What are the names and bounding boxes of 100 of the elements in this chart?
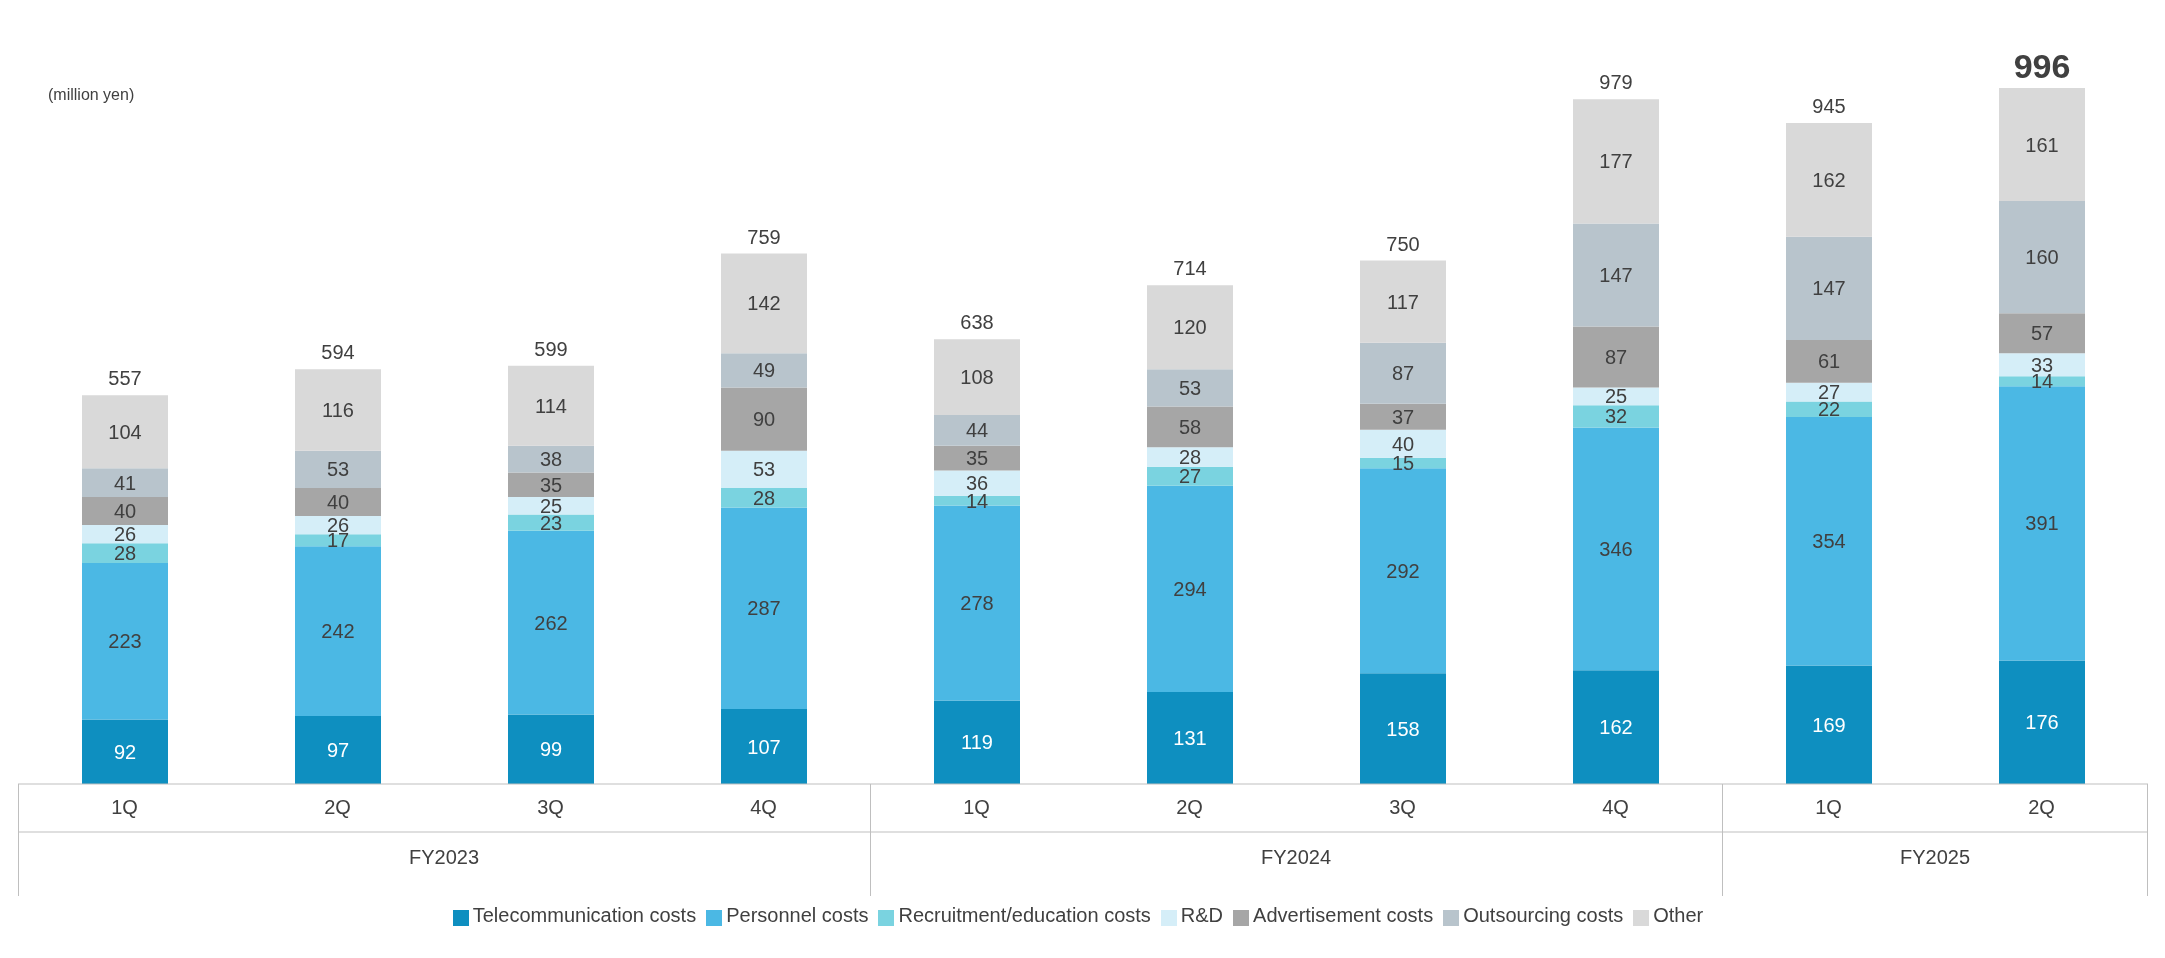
bar (508, 530, 594, 715)
data-label: 242 (321, 620, 355, 643)
bar (934, 339, 1020, 415)
x-tick-label: 2Q (1176, 796, 1203, 818)
data-label: 32 (1604, 405, 1628, 428)
bar (1786, 236, 1872, 340)
data-label: 41 (113, 471, 137, 494)
data-label: 40 (1391, 432, 1415, 455)
x-tick-label: 4Q (750, 796, 777, 818)
text: FY2025 (1898, 846, 1972, 869)
data-label: 40 (113, 500, 137, 523)
bar (508, 497, 594, 515)
x-tick-label: 1Q (963, 796, 990, 818)
bar (721, 450, 807, 488)
data-label: 391 (2025, 512, 2059, 535)
data-label: 104 (108, 420, 142, 443)
data-label: 35 (539, 473, 563, 496)
legend-label: Outsourcing costs (1463, 904, 1624, 926)
bar (1360, 673, 1446, 784)
bar (508, 472, 594, 498)
x-tick-label: 4Q (1602, 796, 1629, 818)
bar (934, 414, 1020, 446)
bar (1147, 447, 1233, 467)
data-label: 294 (1173, 578, 1207, 601)
data-label: 119 (961, 731, 993, 754)
data-label: 161 (2025, 133, 2059, 156)
bar (1999, 386, 2085, 661)
data-label: 131 (1173, 727, 1207, 750)
bar (1147, 406, 1233, 448)
total-label: 996 (2013, 47, 2071, 85)
bar (295, 534, 381, 547)
data-label: 287 (747, 597, 781, 620)
total-label: 638 (960, 311, 994, 334)
bar (934, 470, 1020, 496)
text: FY2024 (1259, 846, 1333, 869)
data-label: 35 (965, 447, 989, 470)
x-tick-label: 3Q (537, 796, 564, 818)
data-label: 177 (1599, 150, 1633, 173)
bar (82, 395, 168, 469)
data-label: 87 (1604, 346, 1628, 369)
bar (1573, 326, 1659, 388)
data-label: 53 (326, 458, 350, 481)
bar (82, 497, 168, 526)
data-label: 90 (752, 408, 776, 431)
total-label: 945 (1812, 95, 1846, 118)
bar (1999, 200, 2085, 314)
data-label: 262 (534, 611, 568, 634)
total-label: 599 (534, 337, 568, 360)
total-label: 714 (1173, 257, 1207, 280)
legend-label: Advertisement costs (1253, 904, 1434, 926)
data-label: 40 (326, 491, 350, 514)
data-label: 147 (1599, 264, 1633, 287)
bar (1999, 376, 2085, 387)
data-label: 28 (752, 486, 776, 509)
bar (1786, 665, 1872, 784)
data-label: 97 (326, 739, 350, 762)
legend-label: Other (1653, 904, 1704, 926)
bar (295, 487, 381, 516)
legend-label: Telecommunication costs (472, 904, 697, 926)
bar (1786, 123, 1872, 237)
bar (934, 700, 1020, 784)
bar (1573, 99, 1659, 224)
data-label: 58 (1178, 415, 1202, 438)
data-label: 22 (1817, 398, 1841, 421)
total-label: 557 (108, 367, 142, 390)
data-label: 120 (1173, 316, 1207, 339)
data-label: 38 (539, 448, 563, 471)
data-label: 25 (539, 494, 563, 517)
data-label: 25 (1604, 385, 1628, 408)
x-tick-label: 1Q (1815, 796, 1842, 818)
data-label: 108 (960, 366, 994, 389)
data-label: 116 (322, 399, 354, 422)
bar (1573, 405, 1659, 428)
bar (1999, 313, 2085, 354)
bar (82, 719, 168, 784)
bar (1147, 369, 1233, 407)
data-label: 278 (960, 592, 994, 615)
x-tick-label: 2Q (2028, 796, 2055, 818)
bar (721, 253, 807, 354)
bar (1573, 670, 1659, 784)
total-label: 594 (321, 341, 355, 364)
text: FY2023 (407, 846, 481, 869)
data-label: 346 (1599, 538, 1633, 561)
bar (721, 387, 807, 451)
data-label: 15 (1391, 452, 1415, 475)
bar (508, 365, 594, 446)
x-tick-label: 3Q (1389, 796, 1416, 818)
total-label: 979 (1599, 71, 1633, 94)
data-label: 53 (1178, 377, 1202, 400)
bar (1147, 285, 1233, 370)
data-label: 87 (1391, 362, 1415, 385)
legend-label: Recruitment/education costs (898, 904, 1151, 926)
data-label: 142 (747, 292, 781, 315)
bar (295, 715, 381, 784)
bar (1999, 88, 2085, 201)
bar (1573, 427, 1659, 671)
data-label: 92 (113, 740, 137, 763)
bar (508, 714, 594, 784)
bar (295, 369, 381, 451)
bar (1360, 403, 1446, 430)
